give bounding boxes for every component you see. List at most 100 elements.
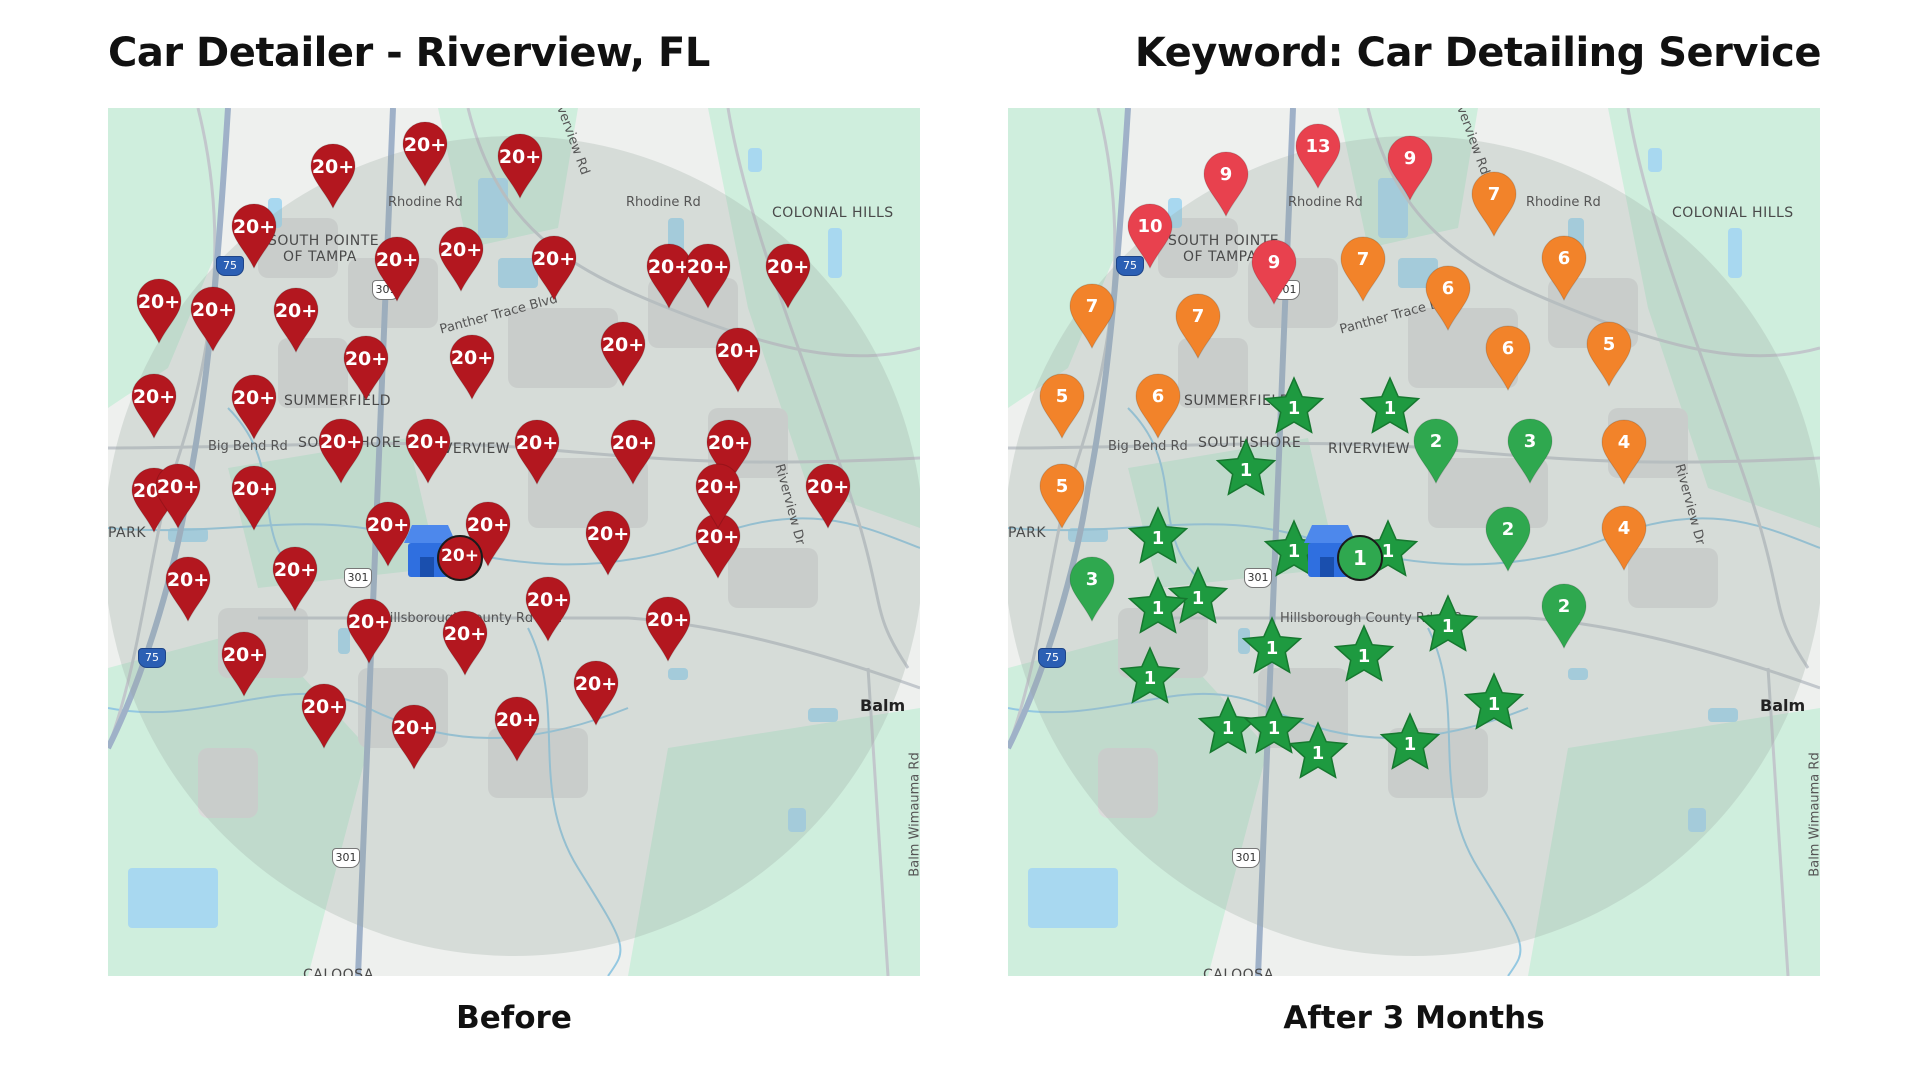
map-pin-icon xyxy=(165,556,211,623)
after-road-label: Hillsborough County Rd 672 xyxy=(1280,611,1463,626)
map-pin-icon xyxy=(1425,265,1471,332)
before-rank-label: 20+ xyxy=(274,300,318,322)
after-road-label: Rhodine Rd xyxy=(1526,195,1601,210)
after-rank-label: 4 xyxy=(1617,518,1631,539)
after-rank-label: 1 xyxy=(1287,541,1301,562)
before-rank-label: 20+ xyxy=(232,216,276,238)
before-place-label: SOUTH POINTE xyxy=(268,233,380,249)
page-title-right: Keyword: Car Detailing Service xyxy=(1134,30,1822,76)
star-pin-icon xyxy=(1417,594,1479,652)
after-rank-label: 7 xyxy=(1085,296,1099,317)
map-pin-icon xyxy=(318,418,364,485)
page-title-left: Car Detailer - Riverview, FL xyxy=(108,30,710,76)
after-place-label: SOUTHSHORE xyxy=(1198,435,1302,451)
before-rank-label: 20+ xyxy=(766,256,810,278)
before-rank-label: 20+ xyxy=(347,611,391,633)
before-rank-label: 20+ xyxy=(137,291,181,313)
star-pin-icon xyxy=(1241,616,1303,674)
map-pin-icon xyxy=(573,660,619,727)
after-rank-label: 3 xyxy=(1085,569,1099,590)
map-pin-icon xyxy=(600,321,646,388)
caption-after: After 3 Months xyxy=(1283,1000,1545,1036)
before-rank-label: 20+ xyxy=(344,348,388,370)
after-rank-label: 5 xyxy=(1055,386,1069,407)
map-pin-icon xyxy=(715,327,761,394)
map-pin-icon xyxy=(1601,505,1647,572)
after-rank-label: 1 xyxy=(1151,528,1165,549)
before-place-label: PARK xyxy=(108,525,147,541)
star-pin-icon xyxy=(1167,566,1229,624)
map-pin-icon xyxy=(525,576,571,643)
map-pin-icon xyxy=(1340,236,1386,303)
after-rank-label: 3 xyxy=(1523,431,1537,452)
before-place-label: COLONIAL HILLS xyxy=(772,205,894,221)
before-highway-shield: 301 xyxy=(344,568,372,588)
after-rank-label: 6 xyxy=(1501,338,1515,359)
before-highway-shield: 301 xyxy=(332,848,360,868)
after-rank-label: 6 xyxy=(1441,278,1455,299)
before-rank-label: 20+ xyxy=(222,644,266,666)
before-place-label: SUMMERFIELD xyxy=(284,393,391,409)
after-rank-label: 1 xyxy=(1191,588,1205,609)
caption-before: Before xyxy=(456,1000,572,1036)
map-pin-icon xyxy=(391,704,437,771)
after-rank-label: 1 xyxy=(1441,616,1455,637)
before-rank-label: 20+ xyxy=(166,569,210,591)
before-rank-label: 20+ xyxy=(515,432,559,454)
before-rank-label: 20+ xyxy=(450,347,494,369)
star-pin-icon xyxy=(1127,576,1189,634)
map-pin-icon xyxy=(1295,123,1341,190)
map-after[interactable]: SOUTH POINTE OF TAMPA SUMMERFIELD SOUTHSHOR… xyxy=(1008,108,1820,976)
after-rank-label: 1 xyxy=(1143,668,1157,689)
before-rank-label: 20+ xyxy=(156,476,200,498)
map-pin-icon xyxy=(645,596,691,663)
map-pin-icon xyxy=(765,243,811,310)
map-pin-icon xyxy=(1485,325,1531,392)
star-pin-icon xyxy=(1359,376,1421,434)
after-highway-shield: 75 xyxy=(1038,648,1066,668)
after-rank-label: 5 xyxy=(1602,334,1616,355)
map-pin-icon xyxy=(402,121,448,188)
map-pin-icon xyxy=(365,501,411,568)
before-rank-label: 20+ xyxy=(498,146,542,168)
after-place-label: RIVERVIEW xyxy=(1328,441,1411,457)
after-rank-label: 1 xyxy=(1487,694,1501,715)
after-road-label: Rhodine Rd xyxy=(1288,195,1363,210)
map-pin-icon xyxy=(405,418,451,485)
before-highway-shield: 75 xyxy=(138,648,166,668)
storefront-icon xyxy=(404,525,483,581)
before-rank-label: 20+ xyxy=(574,673,618,695)
map-pin-icon xyxy=(1387,135,1433,202)
after-rank-label: 9 xyxy=(1403,148,1417,169)
before-rank-label: 20+ xyxy=(232,387,276,409)
star-pin-icon xyxy=(1243,696,1305,754)
map-pin-icon xyxy=(374,236,420,303)
before-rank-label: 20+ xyxy=(375,249,419,271)
star-pin-icon xyxy=(1333,624,1395,682)
map-pin-icon xyxy=(1471,171,1517,238)
map-pin-icon xyxy=(136,278,182,345)
before-rank-label: 20+ xyxy=(707,432,751,454)
after-rank-label: 2 xyxy=(1557,596,1571,617)
map-pin-icon xyxy=(301,683,347,750)
before-rank-label: 20+ xyxy=(302,696,346,718)
map-pin-icon xyxy=(695,463,741,530)
before-rank-label: 20+ xyxy=(647,256,691,278)
after-rank-label: 13 xyxy=(1305,136,1331,157)
before-rank-label: 20+ xyxy=(716,340,760,362)
before-rank-label: 20+ xyxy=(191,299,235,321)
after-rank-label: 1 xyxy=(1265,638,1279,659)
after-rank-label: 9 xyxy=(1267,252,1281,273)
after-road-label: Balm Wimauma Rd xyxy=(1807,752,1820,877)
star-pin-icon xyxy=(1379,712,1441,770)
after-place-label: CALOOSA xyxy=(1203,967,1274,976)
map-pin-icon xyxy=(1413,418,1459,485)
after-place-label: SOUTH POINTE xyxy=(1168,233,1280,249)
after-place-label: Balm xyxy=(1760,696,1806,715)
after-rank-label: 1 xyxy=(1239,460,1253,481)
before-business-rank-label: 20+ xyxy=(441,546,479,566)
before-road-label: Rhodine Rd xyxy=(388,195,463,210)
map-pin-icon xyxy=(1541,583,1587,650)
before-rank-label: 20+ xyxy=(601,334,645,356)
